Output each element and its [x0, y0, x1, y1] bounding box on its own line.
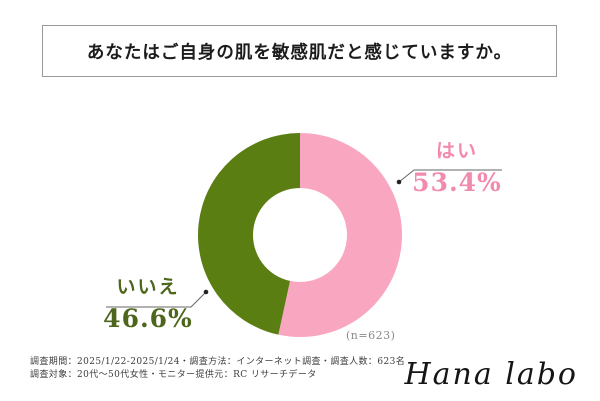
survey-footnote: 調査期間：2025/1/22-2025/1/24・調査方法：インターネット調査・… — [30, 356, 405, 382]
leader-dot-no — [203, 289, 209, 295]
donut-slice-yes — [278, 133, 403, 337]
label-no-value: 46.6% — [103, 304, 193, 333]
sample-size-note: (n=623) — [346, 329, 396, 342]
callout-label-no: いいえ 46.6% — [102, 276, 194, 333]
label-yes-value: 53.4% — [412, 168, 502, 197]
label-no-text: いいえ — [116, 276, 180, 298]
brand-logo: Hana labo — [404, 357, 578, 392]
page-title: あなたはご自身の肌を敏感肌だと感じていますか。 — [86, 42, 513, 63]
title-box: あなたはご自身の肌を敏感肌だと感じていますか。 — [42, 25, 557, 77]
callout-label-yes: はい 53.4% — [410, 140, 504, 197]
leader-dot-yes — [396, 179, 402, 185]
donut-slice-no — [198, 133, 300, 335]
leader-line-no — [106, 291, 207, 308]
survey-footnote-line1: 調査期間：2025/1/22-2025/1/24・調査方法：インターネット調査・… — [30, 357, 406, 367]
survey-footnote-line2: 調査対象：20代～50代女性・モニター提供元：RC リサーチデータ — [30, 370, 317, 380]
leader-line-yes — [398, 169, 502, 183]
label-yes-text: はい — [435, 140, 478, 162]
